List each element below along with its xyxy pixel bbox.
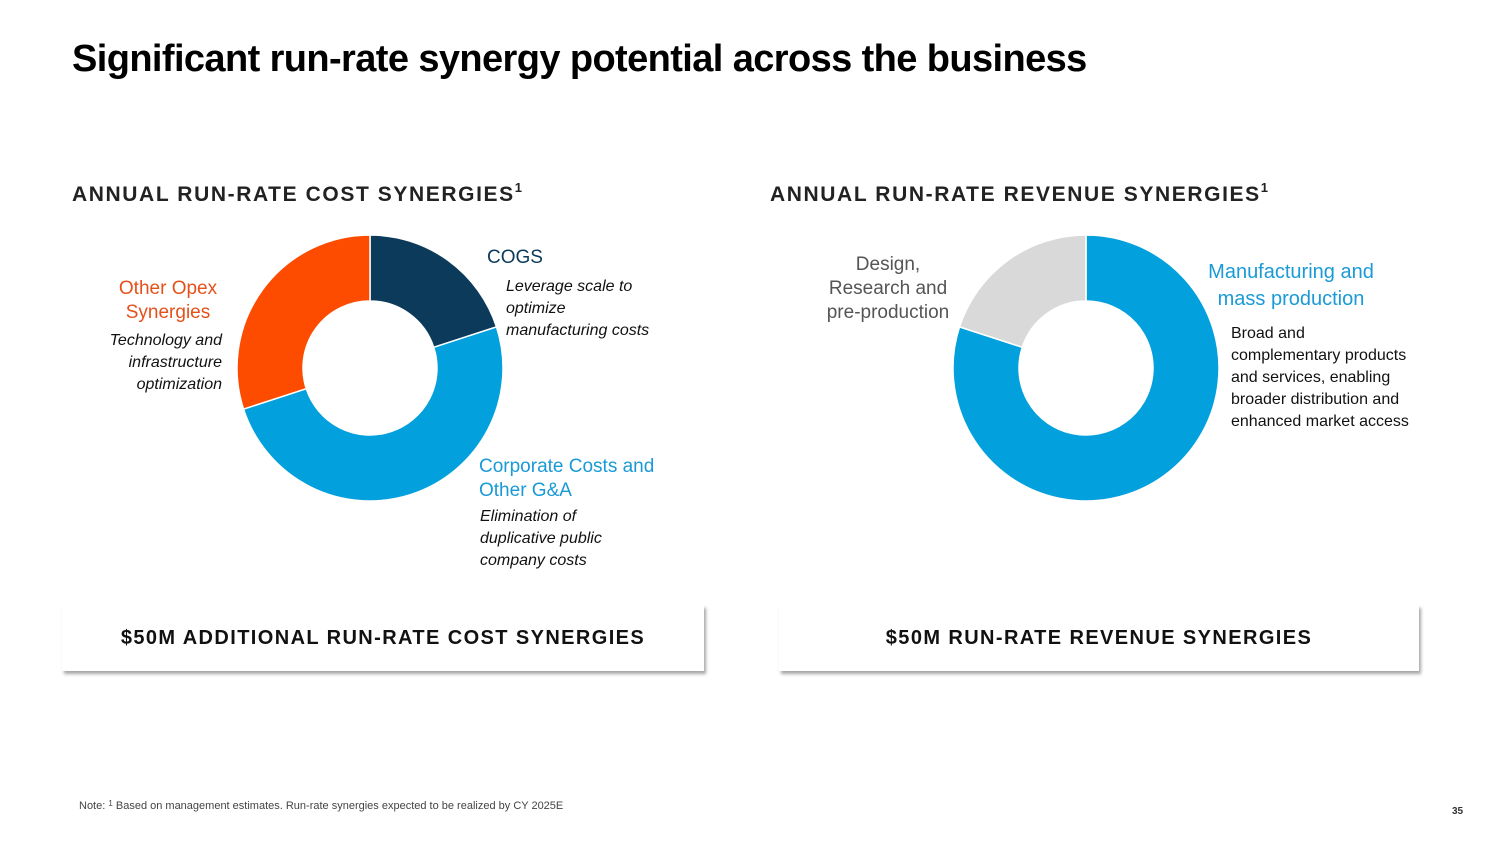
corporate-costs-description: Elimination of duplicative public compan…: [480, 506, 602, 572]
manufacturing-desc-line: complementary products: [1231, 347, 1407, 364]
revenue-synergies-donut-chart: [952, 234, 1220, 502]
footnote-text: Based on management estimates. Run-rate …: [112, 800, 564, 812]
footnote-marker: 1: [514, 180, 522, 195]
manufacturing-desc-line: and services, enabling: [1231, 369, 1391, 386]
footnote-marker: 1: [1260, 180, 1268, 195]
corporate-label-line: Other G&A: [479, 480, 572, 501]
corporate-costs-label: Corporate Costs and Other G&A: [479, 455, 654, 503]
manufacturing-label-line: mass production: [1217, 288, 1365, 310]
revenue-synergies-callout: $50M RUN-RATE REVENUE SYNERGIES: [779, 605, 1419, 671]
page-title: Significant run-rate synergy potential a…: [72, 38, 1087, 80]
page-number: 35: [1452, 806, 1464, 817]
manufacturing-desc-line: Broad and: [1231, 325, 1305, 342]
donut-slice-manufacturing-and-mass-production: [952, 234, 1220, 502]
manufacturing-description: Broad and complementary products and ser…: [1231, 323, 1409, 433]
manufacturing-label: Manufacturing and mass production: [1180, 259, 1402, 313]
opex-label-line: Other Opex: [118, 278, 218, 299]
design-research-label: Design, Research and pre-production: [808, 253, 968, 325]
opex-desc-line: optimization: [136, 376, 222, 393]
donut-slice-cogs: [369, 234, 498, 349]
corporate-desc-line: duplicative public: [480, 530, 602, 547]
opex-label-line: Synergies: [125, 302, 211, 323]
cogs-desc-line: manufacturing costs: [506, 322, 650, 339]
footnote-prefix: Note:: [79, 800, 109, 812]
other-opex-label: Other Opex Synergies: [100, 277, 236, 325]
manufacturing-label-line: Manufacturing and: [1208, 261, 1374, 283]
design-label-line: Research and: [828, 278, 948, 299]
design-label-line: Design,: [855, 254, 921, 275]
manufacturing-desc-line: enhanced market access: [1231, 413, 1409, 430]
design-label-line: pre-production: [826, 302, 950, 323]
other-opex-description: Technology and infrastructure optimizati…: [60, 330, 222, 396]
revenue-heading-text: ANNUAL RUN-RATE REVENUE SYNERGIES: [770, 183, 1261, 206]
opex-desc-line: infrastructure: [128, 354, 222, 371]
cogs-description: Leverage scale to optimize manufacturing…: [506, 276, 649, 342]
cost-synergies-donut-chart: [236, 234, 504, 502]
cogs-label: COGS: [487, 247, 543, 268]
cogs-desc-line: optimize: [506, 300, 566, 317]
cost-synergies-callout: $50M ADDITIONAL RUN-RATE COST SYNERGIES: [62, 605, 704, 671]
cost-heading-text: ANNUAL RUN-RATE COST SYNERGIES: [72, 183, 515, 206]
corporate-label-line: Corporate Costs and: [479, 456, 655, 477]
donut-slice-other-opex-synergies: [236, 234, 371, 411]
opex-desc-line: Technology and: [109, 332, 222, 349]
cogs-desc-line: Leverage scale to: [506, 278, 633, 295]
footnote-marker: 1: [108, 799, 113, 808]
revenue-synergies-heading: ANNUAL RUN-RATE REVENUE SYNERGIES1: [770, 180, 1268, 207]
corporate-desc-line: company costs: [480, 552, 587, 569]
corporate-desc-line: Elimination of: [480, 508, 577, 525]
cost-synergies-heading: ANNUAL RUN-RATE COST SYNERGIES1: [72, 180, 522, 207]
donut-slice-corporate-costs-and-other-g-a: [242, 325, 504, 502]
donut-slice-design-research-and-pre-production: [958, 234, 1087, 349]
footnote: Note: 1 Based on management estimates. R…: [79, 799, 564, 812]
manufacturing-desc-line: broader distribution and: [1231, 391, 1400, 408]
